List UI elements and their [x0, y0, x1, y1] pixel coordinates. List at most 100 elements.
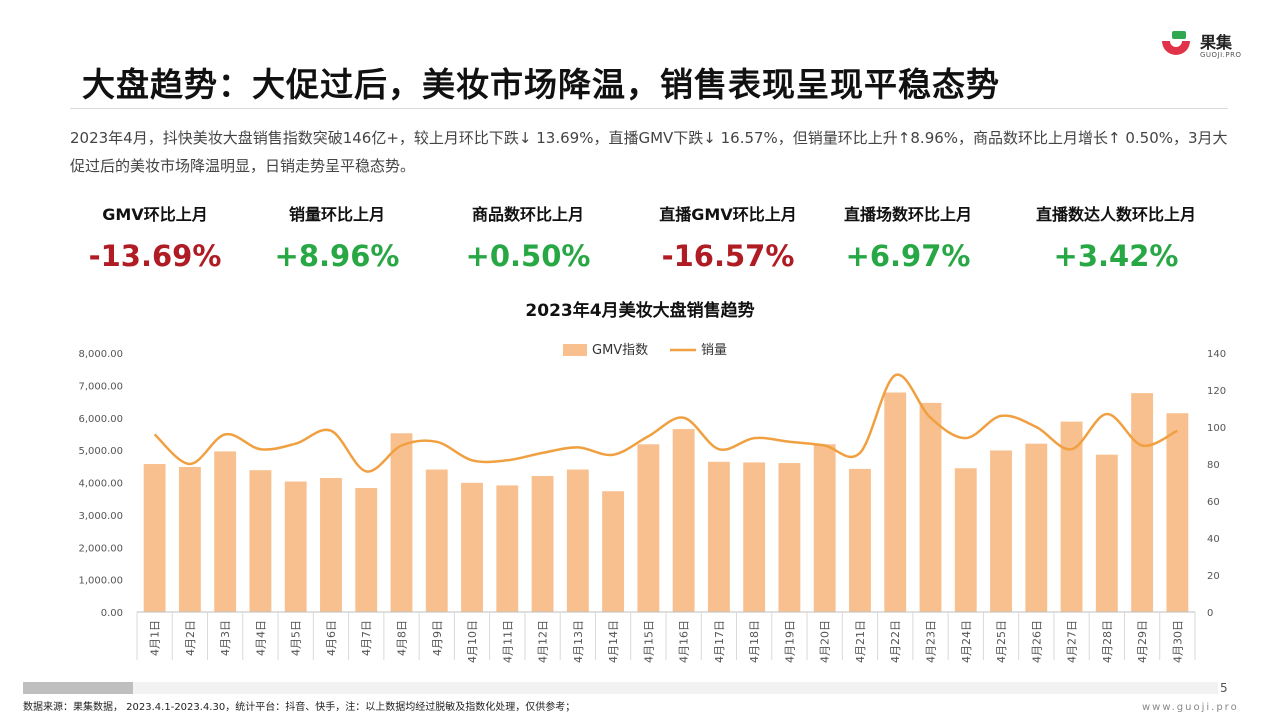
x-tick-label: 4月29日 [1136, 620, 1149, 663]
gmv-bar [214, 451, 237, 612]
x-tick-label: 4月1日 [149, 620, 162, 656]
chart-scrollbar-track[interactable] [23, 682, 1218, 694]
y-right-tick-label: 60 [1207, 497, 1220, 508]
y-right-tick-label: 140 [1207, 349, 1226, 360]
x-tick-label: 4月28日 [1101, 620, 1114, 663]
brand-logo-icon [1162, 31, 1190, 55]
kpi-label: 直播数达人数环比上月 [1035, 205, 1196, 224]
x-tick-label: 4月19日 [783, 620, 796, 663]
x-tick-label: 4月7日 [360, 620, 373, 656]
x-tick-label: 4月25日 [995, 620, 1008, 663]
x-tick-label: 4月18日 [748, 620, 761, 663]
gmv-bar [743, 462, 766, 612]
kpi-live-streamers: 直播数达人数环比上月 +3.42% [1021, 201, 1211, 273]
kpi-product-count: 商品数环比上月 +0.50% [433, 201, 623, 273]
page-number: 5 [1220, 681, 1228, 695]
gmv-bar [813, 444, 836, 612]
data-source-note: 数据来源：果集数据， 2023.4.1-2023.4.30，统计平台：抖音、快手… [23, 702, 576, 713]
gmv-bar [672, 429, 695, 612]
gmv-bar [496, 485, 519, 612]
y-left-tick-label: 7,000.00 [78, 381, 123, 392]
gmv-bar [425, 469, 448, 612]
x-tick-label: 4月21日 [854, 620, 867, 663]
gmv-bar [637, 444, 660, 612]
x-tick-label: 4月30日 [1171, 620, 1184, 663]
y-left-tick-label: 8,000.00 [78, 349, 123, 360]
gmv-bar [320, 477, 342, 612]
kpi-sales-volume: 销量环比上月 +8.96% [242, 201, 432, 273]
y-right-tick-label: 120 [1207, 386, 1226, 397]
x-tick-label: 4月24日 [960, 620, 973, 663]
x-tick-label: 4月9日 [431, 620, 444, 656]
gmv-bar [178, 466, 201, 612]
gmv-bar [249, 470, 272, 612]
gmv-bar [602, 491, 625, 612]
gmv-bar [566, 469, 589, 612]
gmv-bar [355, 488, 378, 612]
chart-title: 2023年4月美妆大盘销售趋势 [525, 301, 755, 321]
kpi-value: +6.97% [845, 239, 971, 273]
x-tick-label: 4月14日 [607, 620, 620, 663]
y-right-tick-label: 80 [1207, 460, 1220, 471]
gmv-bar [707, 461, 730, 612]
x-tick-label: 4月2日 [184, 620, 197, 656]
gmv-bar [531, 476, 554, 612]
x-tick-label: 4月10日 [466, 620, 479, 663]
gmv-bar [954, 468, 977, 612]
x-tick-label: 4月3日 [219, 620, 232, 656]
gmv-bar [1025, 443, 1048, 612]
sales-volume-line [153, 373, 1178, 473]
y-left-tick-label: 6,000.00 [78, 414, 123, 425]
gmv-bar [143, 464, 166, 612]
x-tick-label: 4月17日 [713, 620, 726, 663]
x-tick-label: 4月6日 [325, 620, 338, 656]
kpi-label: 直播场数环比上月 [843, 205, 972, 224]
legend-label-sales: 销量 [701, 343, 727, 358]
y-left-tick-label: 2,000.00 [78, 543, 123, 554]
kpi-value: -13.69% [88, 239, 222, 273]
x-tick-label: 4月12日 [537, 620, 550, 663]
chart-scrollbar-thumb[interactable] [23, 682, 133, 694]
kpi-value: +3.42% [1053, 239, 1179, 273]
summary-text: 2023年4月，抖快美妆大盘销售指数突破146亿+，较上月环比下跌↓ 13.69… [70, 129, 1228, 175]
gmv-bar [1131, 393, 1154, 612]
y-left-tick-label: 1,000.00 [78, 576, 123, 587]
x-tick-label: 4月26日 [1030, 620, 1043, 663]
kpi-label: 直播GMV环比上月 [659, 205, 797, 224]
gmv-bar [284, 481, 307, 612]
gmv-bar [1166, 413, 1189, 612]
kpi-value: +8.96% [274, 239, 400, 273]
gmv-bar [884, 392, 907, 612]
gmv-bar [990, 450, 1012, 612]
gmv-bar [778, 463, 801, 612]
kpi-live-sessions: 直播场数环比上月 +6.97% [813, 201, 1003, 273]
gmv-bar [1095, 454, 1118, 612]
gmv-bar [919, 402, 942, 612]
brand-sub: GUOJI.PRO [1200, 51, 1242, 59]
x-tick-label: 4月22日 [889, 620, 902, 663]
x-tick-label: 4月15日 [642, 620, 655, 663]
brand-logo: 果集 GUOJI.PRO [1158, 29, 1241, 63]
y-left-tick-label: 5,000.00 [78, 446, 123, 457]
x-tick-label: 4月27日 [1066, 620, 1079, 663]
kpi-value: +0.50% [465, 239, 591, 273]
kpi-label: 商品数环比上月 [471, 205, 584, 224]
gmv-bar [1060, 421, 1083, 612]
gmv-bar [390, 433, 413, 612]
x-tick-label: 4月23日 [925, 620, 938, 663]
y-right-tick-label: 20 [1207, 571, 1220, 582]
y-right-tick-label: 0 [1207, 608, 1213, 619]
page-title: 大盘趋势：大促过后，美妆市场降温，销售表现呈现平稳态势 [82, 65, 1000, 104]
x-tick-label: 4月11日 [501, 620, 514, 663]
gmv-bar [849, 468, 871, 612]
y-left-tick-label: 4,000.00 [78, 479, 123, 490]
brand-name: 果集 [1200, 33, 1233, 52]
y-left-tick-label: 3,000.00 [78, 511, 123, 522]
x-tick-label: 4月13日 [572, 620, 585, 663]
sales-trend-chart: 0.00 1,000.00 2,000.00 3,000.00 4,000.00 5,00… [78, 343, 1226, 663]
kpi-label: GMV环比上月 [102, 205, 208, 224]
kpi-gmv: GMV环比上月 -13.69% [60, 201, 250, 273]
x-tick-label: 4月20日 [819, 620, 832, 663]
legend-swatch-gmv [563, 344, 587, 356]
title-divider [70, 108, 1228, 109]
